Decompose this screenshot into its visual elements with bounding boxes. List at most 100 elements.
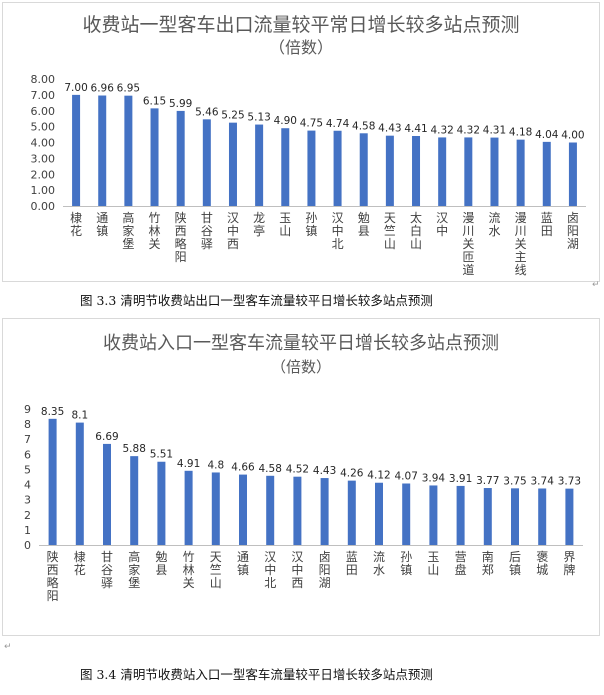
y-tick-label: 4.00 [31,137,56,150]
category-label-char: 镇 [509,563,521,577]
y-tick-label: 5 [24,463,31,476]
category-label-char: 陕 [47,549,59,564]
bar [402,483,411,545]
category-label-char: 勉 [155,550,167,564]
paragraph-mark: ↵ [592,280,600,290]
category-label-char: 匝 [462,250,474,264]
category-label-char: 谷 [201,224,213,238]
bar [98,95,107,206]
category-label-char: 中 [436,223,448,238]
category-label-char: 镇 [96,224,108,238]
category-label-char: 棣 [70,210,82,225]
category-label-char: 山 [427,563,439,577]
category-label-char: 花 [74,562,86,577]
category-label: 玉山 [427,550,439,577]
category-label-char: 道 [462,263,474,277]
category-label-char: 亭 [253,223,265,238]
bar [375,482,383,545]
category-label-char: 西 [175,224,187,238]
data-label: 4.04 [535,129,559,141]
data-label: 4.18 [509,127,532,139]
category-label-char: 太 [410,210,422,225]
y-tick-label: 6 [24,448,31,461]
category-label-char: 阳 [47,589,59,603]
category-label-char: 汉 [291,550,303,564]
category-label-char: 中 [291,562,303,577]
bar [511,488,519,545]
category-label-char: 汉 [332,211,344,225]
bar [333,130,342,206]
category-label-char: 北 [332,237,344,251]
data-label: 8.35 [41,406,64,418]
category-label-char: 竹 [149,211,161,225]
category-label: 通镇 [96,211,108,238]
bar [359,133,368,206]
category-label-char: 水 [373,563,385,577]
category-label: 汉中西 [227,211,239,251]
category-label-char: 高 [122,210,134,225]
category-label-char: 堡 [128,575,140,590]
category-label: 蓝田 [346,550,358,577]
category-label: 勉县 [155,550,167,577]
category-label-char: 高 [128,549,140,564]
chart-title: 收费站一型客车出口流量较平常日增长较多站点预测 [82,14,519,36]
y-tick-label: 2.00 [31,168,56,181]
y-tick-label: 8 [24,418,31,431]
category-label-char: 阳 [319,563,331,577]
bar [176,110,185,206]
data-label: 7.00 [64,82,87,94]
data-label: 4.90 [274,115,297,127]
y-tick-label: 7 [24,433,31,446]
category-label-char: 营 [455,550,467,564]
figure-caption-3-3: 图 3.3 清明节收费站出口一型客车流量较平日增长较多站点预测 [80,293,433,308]
category-label-char: 关 [149,237,161,251]
category-label-char: 林 [149,224,161,238]
category-label: 棣花 [74,549,86,577]
category-label-char: 水 [488,224,500,238]
bar [412,135,421,206]
category-label-char: 镇 [237,563,249,577]
bar [75,422,84,545]
data-label: 3.73 [558,476,581,488]
y-tick-label: 9 [24,403,31,416]
category-label-char: 北 [264,576,276,590]
category-label-char: 甘 [201,211,213,225]
category-label-char: 勉 [358,211,370,225]
category-label: 汉中 [436,211,448,238]
category-label: 汉中北 [332,211,344,251]
category-label-char: 白 [410,223,422,238]
data-label: 5.51 [150,449,173,461]
category-label: 玉山 [279,211,291,238]
category-label-char: 关 [515,237,527,251]
data-label: 5.25 [221,110,244,122]
bar [429,485,438,545]
category-label-char: 蓝 [541,211,553,225]
category-label-char: 镇 [400,563,412,577]
data-label: 6.95 [117,83,140,95]
category-label-char: 关 [183,576,195,590]
data-label: 5.13 [247,112,270,124]
category-label-char: 堡 [122,236,134,251]
data-label: 4.75 [300,118,323,130]
category-label: 竹林关 [149,211,161,251]
data-label: 4.74 [326,118,350,130]
chart-subtitle: （倍数） [269,38,333,57]
y-tick-label: 0.00 [31,200,56,213]
category-label-char: 关 [462,237,474,251]
bar [124,95,133,206]
category-label: 褒城 [536,550,548,577]
category-label-char: 汉 [436,211,448,225]
category-label-char: 漫 [462,211,474,225]
paragraph-mark: ↵ [4,642,12,652]
bar [568,142,577,206]
category-label-char: 盘 [455,562,467,577]
bar [538,488,547,545]
bar [150,108,159,206]
data-label: 8.1 [71,410,88,422]
bar [464,137,473,206]
category-label: 竹林关 [183,550,195,590]
category-label: 太白山 [410,210,422,251]
category-label-char: 县 [155,563,167,577]
